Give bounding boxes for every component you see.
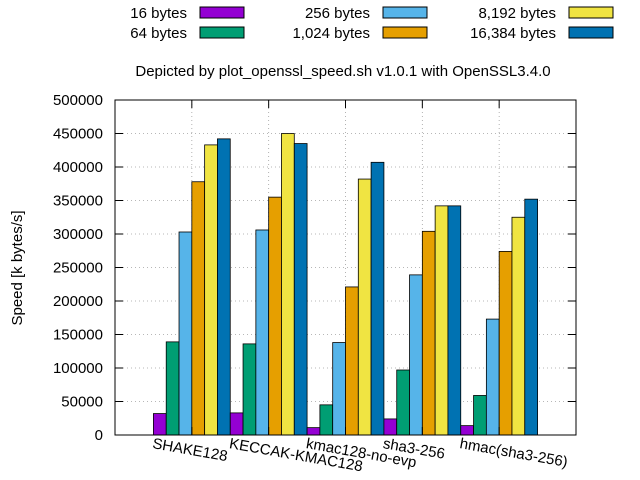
x-category-label: SHAKE128	[151, 435, 229, 465]
bar-keccak-kmac128-s0	[229, 412, 244, 436]
bar-kmac128-no-evp-s1	[319, 404, 334, 436]
bar-sha3-256-s5	[447, 205, 462, 436]
legend-label: 16 bytes	[130, 5, 187, 22]
x-category-label: hmac(sha3-256)	[458, 435, 569, 471]
bar-hmac-sha3-256--s0	[460, 425, 474, 436]
bar-kmac128-no-evp-s2	[332, 342, 346, 436]
bar-hmac-sha3-256--s1	[473, 395, 487, 436]
bar-keccak-kmac128-s1	[242, 343, 257, 436]
bar-hmac-sha3-256--s4	[511, 216, 526, 436]
y-tick-label: 50000	[61, 394, 103, 411]
bar-kmac128-no-evp-s3	[345, 286, 359, 436]
y-tick-label: 450000	[53, 126, 103, 143]
bar-sha3-256-s3	[421, 230, 436, 436]
y-axis-label: Speed [k bytes/s]	[9, 210, 26, 325]
bar-shake128-s2	[178, 231, 193, 436]
bar-keccak-kmac128-s4	[281, 133, 295, 436]
y-tick-label: 350000	[53, 193, 103, 210]
bar-sha3-256-s0	[383, 418, 398, 436]
bar-hmac-sha3-256--s5	[524, 198, 538, 436]
bar-shake128-s3	[191, 181, 206, 436]
y-axis: 0 50000 100000 150000 200000 250000 300000 3500…	[53, 92, 576, 444]
legend-swatch	[568, 26, 614, 39]
legend-label: 64 bytes	[130, 25, 187, 42]
bar-shake128-s0	[153, 413, 167, 436]
bar-keccak-kmac128-s2	[255, 229, 270, 436]
bar-hmac-sha3-256--s3	[498, 251, 513, 436]
legend-label: 256 bytes	[305, 5, 370, 22]
y-tick-label: 200000	[53, 293, 103, 310]
legend-label: 1,024 bytes	[292, 25, 370, 42]
bar-shake128-s1	[165, 341, 180, 436]
bar-kmac128-no-evp-s4	[357, 178, 372, 436]
bar-kmac128-no-evp-s5	[370, 161, 385, 436]
legend-swatch	[199, 6, 245, 19]
legend: 16 bytes 64 bytes 256 bytes 1,024 bytes 8,19…	[130, 5, 614, 42]
y-tick-label: 100000	[53, 360, 103, 377]
legend-label: 8,192 bytes	[478, 5, 556, 22]
chart-title: Depicted by plot_openssl_speed.sh v1.0.1…	[135, 63, 550, 80]
y-tick-label: 250000	[53, 260, 103, 277]
bar-shake128-s5	[217, 138, 231, 436]
bar-hmac-sha3-256--s2	[485, 318, 500, 436]
bar-keccak-kmac128-s3	[268, 196, 282, 436]
bar-kmac128-no-evp-s0	[306, 427, 321, 436]
legend-swatch	[382, 6, 428, 19]
y-tick-label: 300000	[53, 226, 103, 243]
y-tick-label: 400000	[53, 159, 103, 176]
legend-label: 16,384 bytes	[470, 25, 556, 42]
y-tick-label: 500000	[53, 92, 103, 109]
bar-shake128-s4	[204, 144, 218, 436]
legend-swatch	[382, 26, 428, 39]
y-tick-label: 150000	[53, 327, 103, 344]
bar-sha3-256-s1	[396, 369, 410, 436]
y-tick-label: 0	[95, 427, 103, 444]
legend-swatch	[199, 26, 245, 39]
bar-sha3-256-s2	[409, 274, 423, 436]
legend-swatch	[568, 6, 614, 19]
bar-sha3-256-s4	[434, 205, 449, 436]
bar-keccak-kmac128-s5	[293, 143, 308, 436]
